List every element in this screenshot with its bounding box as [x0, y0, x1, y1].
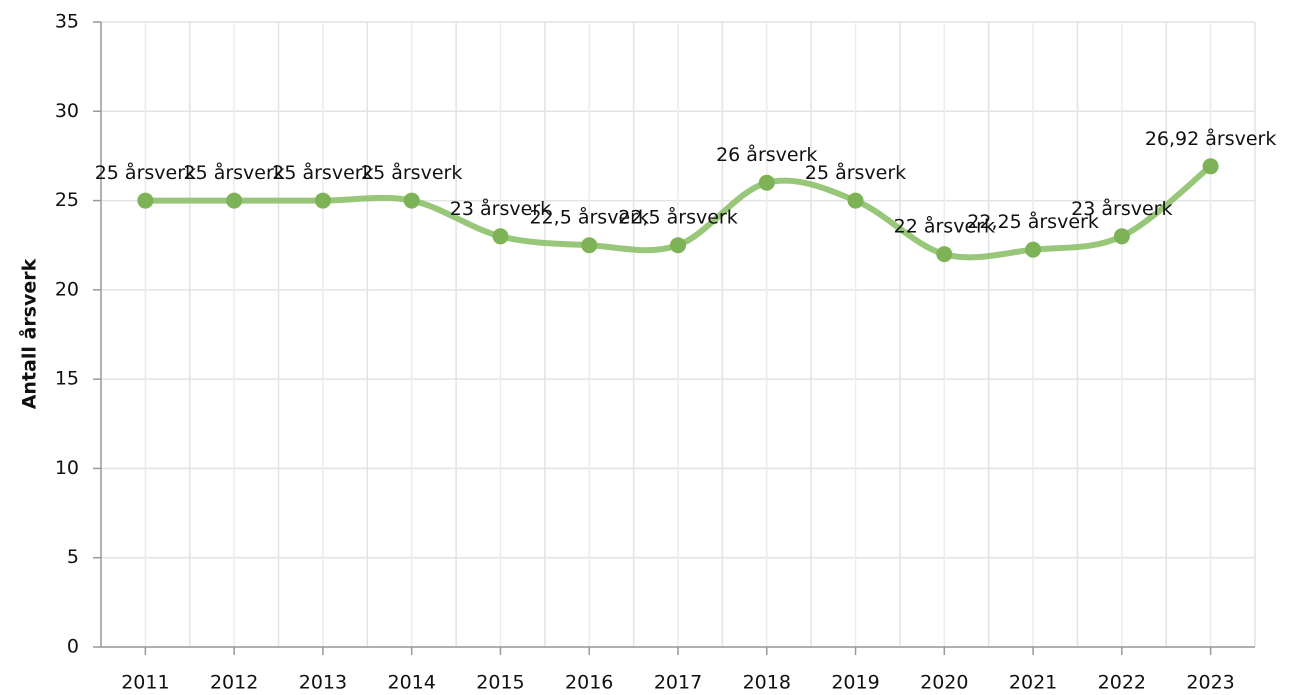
data-label: 26 årsverk	[716, 143, 817, 166]
data-label: 25 årsverk	[95, 161, 196, 184]
y-tick-label: 25	[55, 189, 79, 211]
data-label: 23 årsverk	[1071, 197, 1172, 220]
point	[1025, 241, 1042, 258]
point	[670, 237, 686, 254]
point	[226, 192, 243, 209]
y-axis-title: Antall årsverk	[17, 258, 41, 409]
point	[403, 192, 420, 209]
y-tick-label: 10	[55, 457, 79, 479]
data-label: 26,92 årsverk	[1145, 127, 1277, 150]
point	[581, 237, 598, 254]
x-tick-label: 2018	[743, 672, 791, 694]
data-label: 25 årsverk	[805, 161, 906, 184]
point	[314, 192, 331, 209]
x-tick-label: 2015	[476, 672, 524, 694]
data-label: 25 årsverk	[183, 161, 284, 184]
x-tick-label: 2019	[831, 672, 879, 694]
data-label: 25 årsverk	[272, 161, 373, 184]
y-tick-label: 30	[55, 100, 79, 122]
x-tick-label: 2020	[920, 672, 968, 694]
point	[1113, 228, 1130, 245]
x-tick-label: 2023	[1186, 672, 1234, 694]
x-tick-label: 2013	[299, 672, 347, 694]
x-tick-label: 2012	[210, 672, 258, 694]
data-label: 22,25 årsverk	[967, 210, 1099, 233]
x-tick-label: 2017	[654, 672, 702, 694]
data-label: 22,5 årsverk	[618, 206, 737, 229]
point	[847, 192, 864, 209]
y-tick-label: 5	[67, 546, 79, 568]
x-tick-label: 2021	[1009, 672, 1057, 694]
y-tick-label: 15	[55, 368, 79, 390]
data-label: 25 årsverk	[361, 161, 462, 184]
x-tick-label: 2022	[1098, 672, 1146, 694]
data-label: 22,5 årsverk	[530, 206, 649, 229]
y-tick-label: 35	[55, 11, 79, 33]
x-tick-label: 2011	[121, 672, 169, 694]
y-tick-label: 20	[55, 278, 79, 300]
x-tick-label: 2014	[388, 672, 436, 694]
point	[492, 228, 509, 245]
data-label: 22 årsverk	[894, 215, 995, 238]
y-tick-label: 0	[67, 636, 79, 658]
point	[758, 174, 775, 191]
point	[1202, 158, 1219, 175]
x-tick-label: 2016	[565, 672, 613, 694]
data-label: 23 årsverk	[450, 197, 551, 220]
point	[936, 246, 953, 263]
point	[137, 192, 154, 209]
